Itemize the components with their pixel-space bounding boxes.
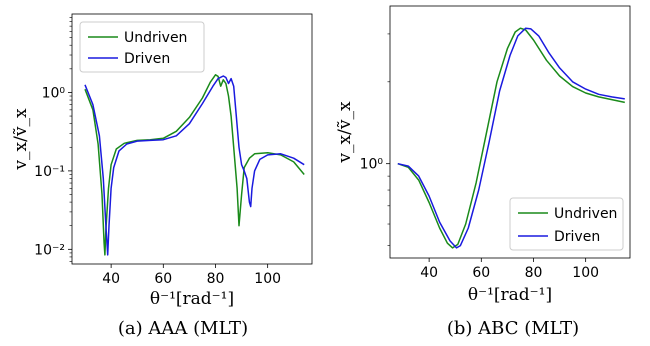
panel-b-legend-undriven-label: Undriven <box>554 206 617 222</box>
panel-a-series-driven-line <box>84 75 305 256</box>
panel-a-ylabel: v_x/ṽ_x <box>11 108 31 171</box>
panel-b-ylabel: v_x/ṽ_x <box>335 101 355 164</box>
panel-b-legend-box <box>509 197 624 251</box>
panel-b-ticks: 40 60 80 100 10⁰ <box>360 33 599 281</box>
panel-b-ytick-label: 10⁰ <box>360 157 384 173</box>
panel-a-series-undriven-line <box>84 74 305 256</box>
panel-a-ticks: 40 60 80 100 10⁻² 10⁻¹ 10⁰ <box>34 17 281 287</box>
panel-a-ytick-label: 10⁻¹ <box>34 164 65 180</box>
panel-b-legend: Undriven Driven <box>509 197 624 251</box>
panel-b-xtick-label: 100 <box>572 265 599 281</box>
panel-b-xtick-label: 60 <box>472 265 490 281</box>
panel-a-xtick-label: 80 <box>207 271 225 287</box>
panel-a-xtick-label: 40 <box>102 271 120 287</box>
panel-a-xlabel: θ⁻¹[rad⁻¹] <box>150 289 234 309</box>
panel-a-legend-box <box>79 21 205 73</box>
panel-a-xtick-label: 100 <box>254 271 281 287</box>
panel-a-caption: (a) AAA (MLT) <box>118 318 248 339</box>
panel-b-xtick-label: 80 <box>525 265 543 281</box>
panel-b-xtick-label: 40 <box>420 265 438 281</box>
panel-a-series <box>84 74 305 256</box>
panel-b-xlabel: θ⁻¹[rad⁻¹] <box>468 285 552 305</box>
panel-a-frame <box>71 13 313 265</box>
panel-b-caption: (b) ABC (MLT) <box>447 318 579 339</box>
panel-b-series-driven-line <box>397 27 625 249</box>
panel-a-legend-undriven-label: Undriven <box>124 30 187 46</box>
panel-a-legend-driven-label: Driven <box>124 51 170 67</box>
panel-b-legend-driven-label: Driven <box>554 229 600 245</box>
panel-b-series-undriven-line <box>397 27 625 249</box>
panel-b-chart: 40 60 80 100 10⁰ θ⁻¹[rad⁻¹] v_x/ṽ_x Undriven… <box>335 5 631 339</box>
panel-a-ytick-label: 10⁻² <box>34 242 65 258</box>
panel-a-legend: Undriven Driven <box>79 21 205 73</box>
panel-b-series <box>397 27 625 249</box>
panel-a-ytick-label: 10⁰ <box>42 85 66 101</box>
panel-a-xtick-label: 60 <box>154 271 172 287</box>
panel-b-frame <box>389 5 631 259</box>
